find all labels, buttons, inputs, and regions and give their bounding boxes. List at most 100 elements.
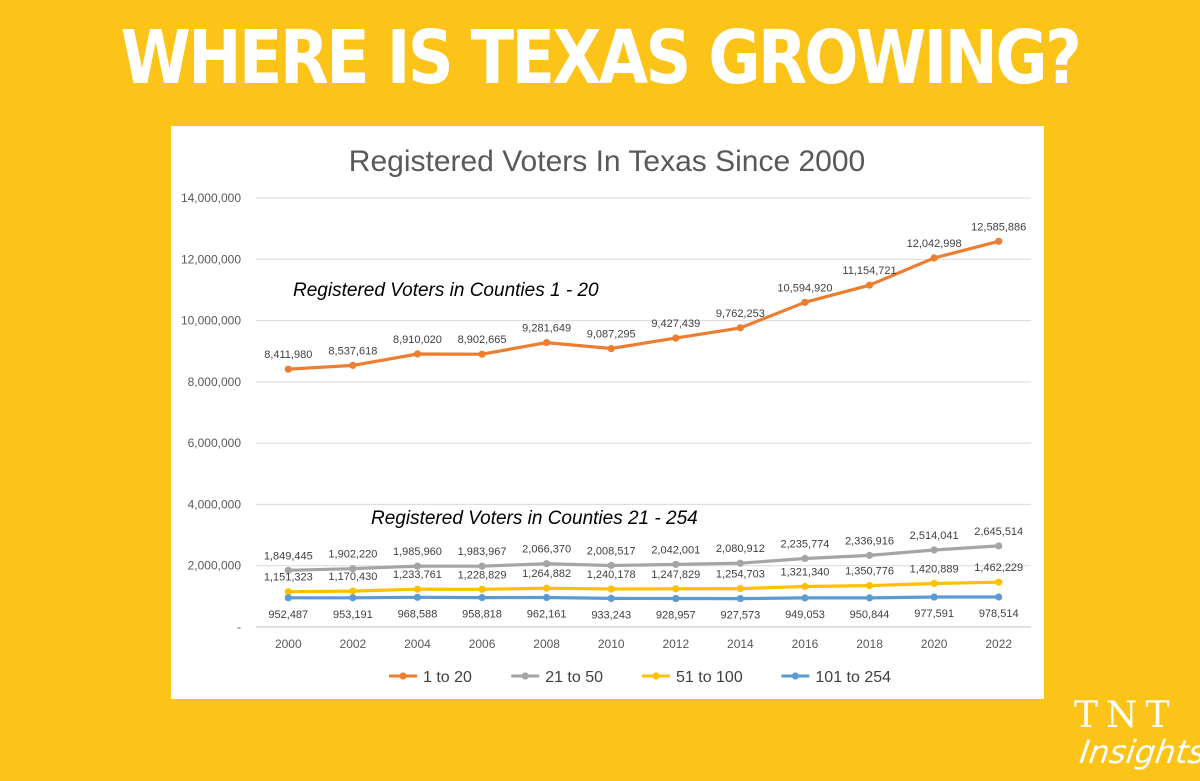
data-label: 2,066,370 [522, 544, 571, 556]
data-label: 2,645,514 [974, 526, 1023, 538]
series-line-1 [288, 239, 1000, 371]
data-label: 977,591 [914, 608, 954, 620]
data-label: 1,240,178 [587, 569, 636, 581]
data-point [349, 594, 357, 602]
brand-logo-tnt: TNT [1074, 695, 1178, 736]
x-tick-label: 2004 [404, 637, 431, 651]
data-label: 9,427,439 [651, 318, 700, 330]
data-label: 1,170,430 [328, 571, 377, 583]
data-label: 1,228,829 [458, 569, 507, 581]
x-tick-label: 2002 [340, 637, 367, 651]
series-line-4 [288, 595, 999, 601]
chart-title: Registered Voters In Texas Since 2000 [349, 145, 865, 178]
brand-logo-insights: Insights [1077, 733, 1200, 771]
chart-panel: Registered Voters In Texas Since 2000 - 2… [171, 126, 1044, 699]
data-point [478, 594, 486, 602]
data-point [349, 361, 357, 369]
data-label: 962,161 [527, 609, 567, 621]
x-tick-label: 2022 [985, 637, 1012, 651]
x-tick-label: 2018 [856, 637, 883, 651]
data-point [478, 562, 486, 570]
data-label: 1,983,967 [458, 546, 507, 558]
y-tick-label: 6,000,000 [188, 436, 242, 450]
line-chart: Registered Voters In Texas Since 2000 - 2… [181, 145, 1031, 686]
legend-label: 51 to 100 [676, 669, 743, 686]
data-point [736, 324, 744, 332]
series-line-3 [288, 580, 999, 594]
data-point [672, 585, 680, 593]
annotation-counties-1-20: Registered Voters in Counties 1 - 20 [293, 280, 599, 301]
data-point [736, 594, 744, 603]
data-point [930, 579, 938, 588]
data-label: 2,080,912 [716, 543, 765, 555]
data-point [930, 254, 938, 262]
data-point [413, 350, 422, 358]
data-label: 1,151,323 [264, 572, 313, 584]
data-point [672, 334, 680, 342]
data-point [284, 594, 292, 602]
data-label: 8,910,020 [393, 334, 442, 346]
data-label: 1,264,882 [522, 568, 571, 580]
x-tick-label: 2012 [662, 637, 689, 651]
x-tick-label: 2010 [598, 637, 625, 651]
data-point [865, 551, 874, 559]
x-tick-label: 2000 [275, 637, 302, 651]
data-point [543, 584, 551, 592]
data-label: 950,844 [850, 609, 890, 621]
data-label: 1,233,761 [393, 569, 442, 581]
data-label: 1,247,829 [651, 569, 700, 581]
page-headline: WHERE IS TEXAS GROWING? [120, 15, 1082, 101]
data-point [801, 554, 809, 563]
data-point [349, 565, 357, 573]
x-tick-label: 2016 [792, 637, 819, 651]
data-point [413, 593, 422, 601]
data-label: 11,154,721 [842, 265, 896, 277]
y-tick-label: - [237, 620, 241, 634]
data-label: 952,487 [268, 609, 308, 621]
data-label: 1,350,776 [845, 566, 894, 578]
data-label: 968,588 [398, 608, 438, 620]
data-point [995, 237, 1003, 245]
data-label: 928,957 [656, 610, 696, 622]
data-label: 2,336,916 [845, 535, 894, 547]
y-tick-label: 14,000,000 [181, 191, 241, 205]
data-label: 12,585,886 [971, 221, 1026, 233]
data-point [284, 588, 292, 596]
annotation-counties-21-254: Registered Voters in Counties 21 - 254 [371, 508, 698, 529]
data-label: 2,514,041 [910, 530, 959, 542]
data-point [284, 365, 292, 373]
legend-marker [521, 672, 529, 680]
legend-label: 1 to 20 [423, 669, 472, 686]
data-point [607, 344, 615, 353]
data-point [284, 566, 292, 574]
data-point [865, 281, 874, 289]
y-tick-label: 12,000,000 [181, 252, 241, 266]
legend-label: 101 to 254 [815, 669, 891, 686]
data-point [930, 546, 938, 554]
x-tick-label: 2008 [533, 637, 560, 651]
data-label: 9,281,649 [522, 323, 571, 335]
x-tick-label: 2006 [469, 637, 496, 651]
data-point [801, 582, 809, 591]
series-line-2 [288, 544, 999, 572]
legend-marker [652, 672, 660, 680]
data-label: 949,053 [785, 609, 825, 621]
data-label: 12,042,998 [907, 238, 962, 250]
data-label: 1,985,960 [393, 546, 442, 558]
data-point [995, 542, 1003, 550]
data-label: 9,762,253 [716, 308, 765, 320]
data-point [478, 350, 486, 358]
y-tick-label: 2,000,000 [188, 559, 242, 573]
data-point [607, 561, 615, 570]
x-tick-label: 2020 [921, 637, 948, 651]
data-point [672, 594, 680, 603]
data-label: 1,254,703 [716, 569, 765, 581]
data-label: 9,087,295 [587, 329, 636, 341]
data-label: 1,462,229 [974, 562, 1023, 574]
data-point [478, 585, 486, 593]
data-label: 8,537,618 [328, 345, 377, 357]
data-point [865, 582, 874, 590]
data-point [607, 585, 615, 593]
data-label: 2,008,517 [587, 545, 636, 557]
data-label: 1,420,889 [910, 563, 959, 575]
